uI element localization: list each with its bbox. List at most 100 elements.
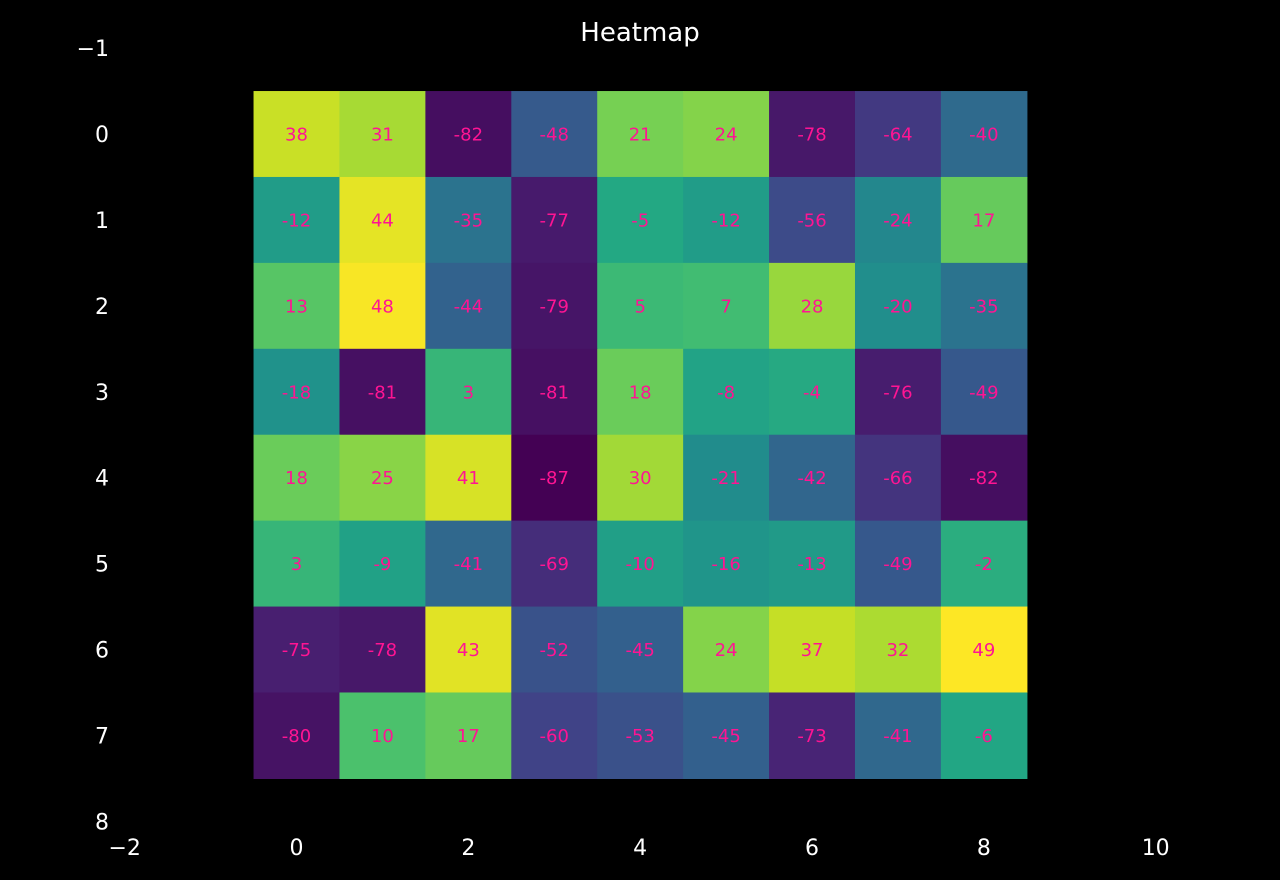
heatmap-cell [940,262,1028,350]
cell-value-label: 3 [463,382,474,403]
heatmap-cell [597,176,684,264]
heatmap-cell [683,434,770,522]
cell-value-label: 41 [457,468,480,489]
cell-value-label: -4 [803,382,821,403]
heatmap-cell [940,91,1028,178]
cell-value-label: -49 [883,554,912,575]
heatmap-cell [769,692,856,779]
cell-value-label: -13 [797,554,826,575]
cell-value-label: -77 [540,210,569,231]
heatmap-cell [597,262,684,350]
heatmap-cell [597,348,684,436]
cell-value-label: 31 [371,125,394,146]
heatmap-cell [511,434,598,522]
cell-value-label: -45 [711,726,740,747]
cell-value-label: -18 [282,382,311,403]
cell-value-label: -24 [883,210,912,231]
y-tick-label: 7 [95,724,109,749]
heatmap-cell [253,176,341,264]
cell-value-label: -12 [282,210,311,231]
cell-value-label: -42 [797,468,826,489]
heatmap-cell [425,520,512,608]
heatmap-cell [683,262,770,350]
heatmap-cell [769,262,856,350]
heatmap-cell [511,262,598,350]
cell-value-label: -21 [711,468,740,489]
heatmap-cell [339,348,426,436]
heatmap-cell [769,348,856,436]
cell-value-label: -12 [711,210,740,231]
cell-value-label: -40 [969,125,998,146]
cell-value-label: -35 [454,210,483,231]
cell-value-label: 21 [629,125,652,146]
cell-value-label: -78 [797,125,826,146]
heatmap-cell [854,176,942,264]
cell-value-label: -48 [540,125,569,146]
cell-value-label: 17 [972,210,995,231]
cell-value-label: 25 [371,468,394,489]
y-tick-label: 2 [95,295,109,320]
cell-value-label: 43 [457,640,480,661]
x-tick-label: −2 [108,836,140,861]
cell-value-label: 49 [972,640,995,661]
cell-value-label: 24 [715,640,738,661]
cell-value-label: -52 [540,640,569,661]
cell-value-label: -5 [631,210,649,231]
cell-value-label: 44 [371,210,394,231]
heatmap-cell [511,606,598,694]
x-axis-ticks: −2 0 2 4 6 8 10 [108,836,1169,861]
cell-value-label: -41 [883,726,912,747]
cell-value-label: 3 [291,554,302,575]
cell-value-label: -45 [625,640,654,661]
heatmap-cell [253,91,341,178]
cell-value-label: -44 [454,296,483,317]
heatmap-cell [854,434,942,522]
y-tick-label: −1 [77,37,109,62]
cell-value-label: 13 [285,296,308,317]
heatmap-cell [854,348,942,436]
heatmap-cell [253,606,341,694]
heatmap-cell [339,692,426,779]
x-tick-label: 4 [633,836,647,861]
heatmap-cell [597,434,684,522]
cell-value-label: 37 [801,640,824,661]
heatmap-cell [769,520,856,608]
heatmap-cell [854,520,942,608]
heatmap-cell [511,91,598,178]
heatmap-cell [339,520,426,608]
x-tick-label: 0 [290,836,304,861]
cell-value-label: -81 [540,382,569,403]
y-tick-label: 5 [95,553,109,578]
cell-value-label: -76 [883,382,912,403]
heatmap-cell [597,606,684,694]
cell-value-label: 18 [629,382,652,403]
cell-value-label: 30 [629,468,652,489]
heatmap-cell [683,520,770,608]
cell-value-label: -35 [969,296,998,317]
cell-value-label: -53 [625,726,654,747]
cell-value-label: -66 [883,468,912,489]
heatmap-cell [425,262,512,350]
heatmap-cell [425,348,512,436]
heatmap-cell [425,606,512,694]
heatmap-cell [940,176,1028,264]
heatmap-cell [683,606,770,694]
heatmap-cell [683,176,770,264]
heatmap-cell [339,606,426,694]
heatmap-cell [339,262,426,350]
cell-value-label: -87 [540,468,569,489]
x-tick-label: 8 [977,836,991,861]
heatmap-cell [511,348,598,436]
heatmap-cell [854,692,942,779]
cell-value-label: -49 [969,382,998,403]
heatmap-cell [253,348,341,436]
heatmap-cell [940,348,1028,436]
heatmap-cell [425,176,512,264]
heatmap-cell [769,91,856,178]
y-axis-ticks: −1 0 1 2 3 4 5 6 7 8 [77,37,109,835]
cell-value-label: -69 [540,554,569,575]
y-tick-label: 1 [95,209,109,234]
heatmap-cell [683,692,770,779]
heatmap-cell [597,520,684,608]
cell-value-label: -81 [368,382,397,403]
